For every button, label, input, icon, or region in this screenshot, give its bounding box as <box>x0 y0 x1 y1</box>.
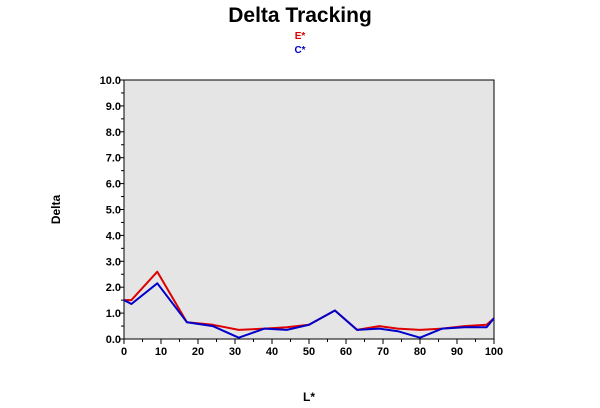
y-tick-label: 9.0 <box>106 101 121 113</box>
x-tick-label: 100 <box>485 346 503 358</box>
x-tick-label: 40 <box>266 346 278 358</box>
x-tick-label: 50 <box>303 346 315 358</box>
y-axis: 0.0 1.0 2.0 3.0 4.0 5.0 6.0 7.0 8.0 9.0 10.0 <box>100 75 124 346</box>
legend-entry-e: E* <box>294 31 306 42</box>
y-axis-label: Delta <box>49 195 63 225</box>
y-tick-label: 5.0 <box>106 205 121 217</box>
x-tick-label: 70 <box>377 346 389 358</box>
x-tick-label: 90 <box>451 346 463 358</box>
y-tick-label: 0.0 <box>106 334 121 346</box>
x-tick-label: 10 <box>155 346 167 358</box>
legend-entry-c: C* <box>294 45 306 56</box>
y-tick-label: 1.0 <box>106 308 121 320</box>
x-tick-label: 0 <box>121 346 127 358</box>
chart-title: Delta Tracking <box>228 4 372 27</box>
x-axis-label: L* <box>303 390 315 404</box>
y-tick-label: 8.0 <box>106 127 121 139</box>
y-tick-label: 2.0 <box>106 282 121 294</box>
y-tick-label: 3.0 <box>106 256 121 268</box>
x-axis: 0 10 20 30 40 50 60 70 80 90 100 <box>121 339 503 358</box>
series-layer <box>123 270 495 339</box>
plot-area <box>123 79 495 340</box>
x-tick-label: 20 <box>192 346 204 358</box>
y-tick-label: 10.0 <box>100 75 121 87</box>
y-tick-label: 4.0 <box>106 230 121 242</box>
series-line-c <box>123 282 495 339</box>
x-tick-label: 30 <box>229 346 241 358</box>
x-tick-label: 80 <box>414 346 426 358</box>
y-tick-label: 7.0 <box>106 153 121 165</box>
x-tick-label: 60 <box>340 346 352 358</box>
y-tick-label: 6.0 <box>106 179 121 191</box>
